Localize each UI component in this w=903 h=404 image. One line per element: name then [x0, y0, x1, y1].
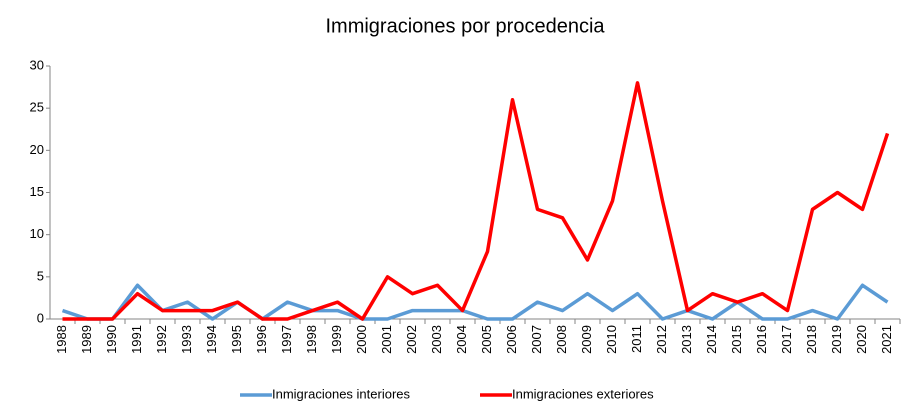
x-tick-label: 1988	[54, 325, 69, 354]
x-tick-label: 1991	[129, 325, 144, 354]
x-tick-label: 1996	[254, 325, 269, 354]
x-tick-label: 1989	[79, 325, 94, 354]
y-tick-label: 10	[30, 226, 44, 241]
y-tick-label: 25	[30, 100, 44, 115]
x-tick-label: 1997	[279, 325, 294, 354]
x-tick-label: 2007	[529, 325, 544, 354]
x-tick-label: 1999	[329, 325, 344, 354]
y-tick-label: 15	[30, 184, 44, 199]
y-tick-label: 20	[30, 142, 44, 157]
x-tick-label: 2021	[879, 325, 894, 354]
series-line	[61, 283, 889, 321]
series-line	[62, 81, 890, 321]
x-tick-label: 2008	[554, 325, 569, 354]
x-tick-label: 2001	[379, 325, 394, 354]
x-tick-label: 2006	[504, 325, 519, 354]
x-tick-label: 2017	[779, 325, 794, 354]
x-tick-label: 2004	[454, 325, 469, 354]
x-tick-label: 2003	[429, 325, 444, 354]
x-tick-label: 1994	[204, 325, 219, 354]
legend-label: Inmigraciones interiores	[272, 386, 411, 401]
x-tick-label: 2000	[354, 325, 369, 354]
x-tick-label: 2013	[679, 325, 694, 354]
x-tick-label: 2014	[704, 325, 719, 354]
x-tick-label: 2016	[754, 325, 769, 354]
x-tick-label: 1993	[179, 325, 194, 354]
x-tick-label: 1992	[154, 325, 169, 354]
x-tick-label: 2009	[579, 325, 594, 354]
x-tick-label: 2010	[604, 325, 619, 354]
y-tick-label: 30	[30, 57, 44, 72]
legend-label: Inmigraciones exteriores	[512, 386, 654, 401]
y-tick-label: 5	[37, 268, 44, 283]
y-tick-label: 0	[37, 310, 44, 325]
x-tick-label: 2018	[804, 325, 819, 354]
x-tick-label: 2002	[404, 325, 419, 354]
x-tick-label: 1998	[304, 325, 319, 354]
chart-title: Immigraciones por procedencia	[325, 15, 605, 37]
x-tick-label: 2012	[654, 325, 669, 354]
x-tick-label: 1995	[229, 325, 244, 354]
x-tick-label: 2005	[479, 325, 494, 354]
x-tick-label: 2020	[854, 325, 869, 354]
x-tick-label: 2015	[729, 325, 744, 354]
x-tick-label: 2011	[629, 325, 644, 353]
x-tick-label: 1990	[104, 325, 119, 354]
x-tick-label: 2019	[829, 325, 844, 354]
